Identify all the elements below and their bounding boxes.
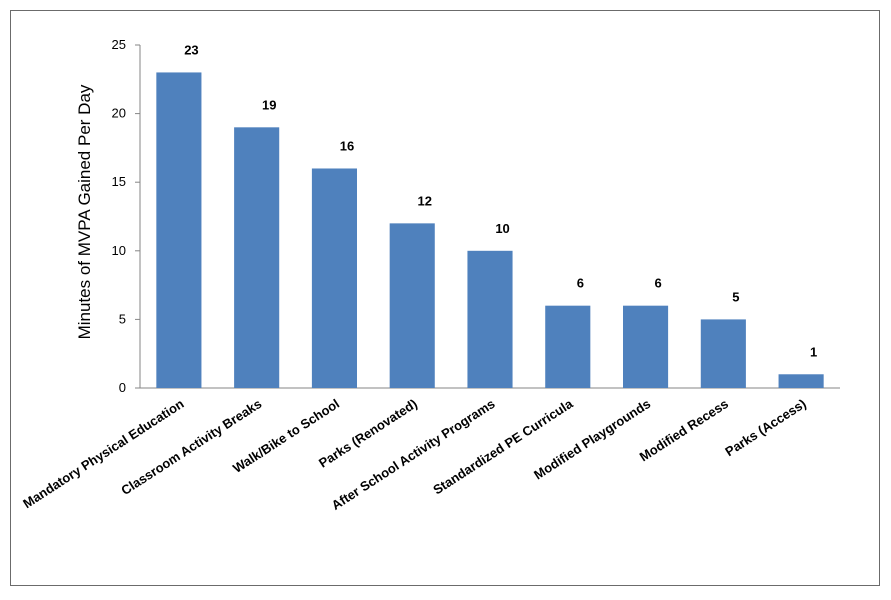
y-tick-label: 20 (112, 106, 126, 121)
y-tick-label: 15 (112, 174, 126, 189)
y-tick-label: 10 (112, 243, 126, 258)
data-label: 23 (184, 42, 198, 57)
bar (156, 72, 202, 388)
data-labels-group: 23 19 16 12 10 6 6 5 1 (184, 42, 817, 359)
chart-frame (10, 10, 880, 586)
data-label: 6 (577, 276, 584, 291)
bar (545, 305, 591, 388)
data-label: 1 (810, 344, 817, 359)
bar (389, 223, 435, 388)
y-tick-label: 0 (119, 380, 126, 395)
x-tick-label: Classroom Activity Breaks (118, 396, 264, 498)
data-label: 10 (495, 221, 509, 236)
x-tick-label: After School Activity Programs (329, 396, 498, 513)
data-label: 6 (654, 276, 661, 291)
x-tick-label: Parks (Access) (722, 396, 808, 459)
x-tick-label: Mandatory Physical Education (20, 396, 186, 511)
bar (311, 168, 357, 388)
bar (778, 374, 824, 388)
x-tick-label: Standardized PE Curricula (430, 396, 576, 498)
bar (467, 250, 513, 388)
y-tick-group: 0 5 10 15 20 25 (112, 37, 140, 395)
y-tick-label: 5 (119, 311, 126, 326)
y-axis-label: Minutes of MVPA Gained Per Day (75, 84, 94, 339)
data-label: 12 (418, 193, 432, 208)
data-label: 5 (732, 289, 739, 304)
data-label: 19 (262, 97, 276, 112)
bar (623, 305, 669, 388)
y-tick-label: 25 (112, 37, 126, 52)
bar (234, 127, 280, 388)
bars-group (156, 72, 824, 388)
data-label: 16 (340, 138, 354, 153)
bar (700, 319, 746, 388)
